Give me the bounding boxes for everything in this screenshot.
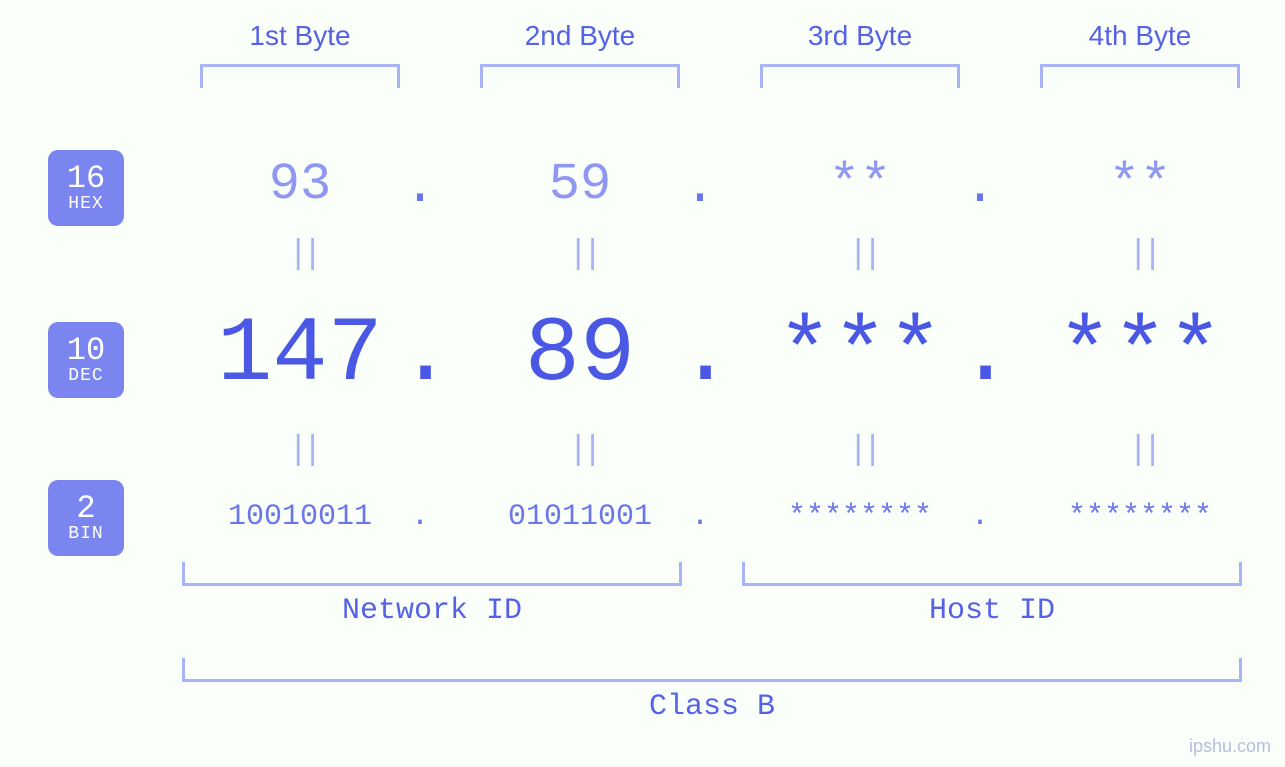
dec-byte-3: *** bbox=[730, 302, 990, 407]
label-host-id: Host ID bbox=[742, 594, 1242, 628]
hex-byte-4: ** bbox=[1040, 155, 1240, 214]
label-network-id: Network ID bbox=[182, 594, 682, 628]
bin-byte-3: ******** bbox=[730, 500, 990, 534]
byte-header-2: 2nd Byte bbox=[490, 20, 670, 52]
top-bracket-2 bbox=[480, 64, 680, 88]
byte-header-3: 3rd Byte bbox=[770, 20, 950, 52]
bin-byte-1: 10010011 bbox=[170, 500, 430, 534]
badge-num: 2 bbox=[76, 492, 95, 526]
bin-byte-4: ******** bbox=[1010, 500, 1270, 534]
eq-icon: || bbox=[848, 236, 877, 274]
dec-byte-1: 147 bbox=[170, 302, 430, 407]
label-class: Class B bbox=[182, 690, 1242, 724]
badge-lbl: DEC bbox=[68, 367, 103, 386]
dec-byte-2: 89 bbox=[450, 302, 710, 407]
bin-dot-3: . bbox=[968, 500, 992, 534]
top-bracket-4 bbox=[1040, 64, 1240, 88]
bin-dot-1: . bbox=[408, 500, 432, 534]
eq-icon: || bbox=[288, 236, 317, 274]
badge-lbl: HEX bbox=[68, 195, 103, 214]
eq-icon: || bbox=[1128, 432, 1157, 470]
dec-byte-4: *** bbox=[1010, 302, 1270, 407]
bin-dot-2: . bbox=[688, 500, 712, 534]
bin-byte-2: 01011001 bbox=[450, 500, 710, 534]
badge-num: 10 bbox=[67, 334, 105, 368]
bracket-class bbox=[182, 658, 1242, 682]
hex-dot-2: . bbox=[680, 158, 720, 217]
bracket-network bbox=[182, 562, 682, 586]
badge-num: 16 bbox=[67, 162, 105, 196]
hex-byte-3: ** bbox=[760, 155, 960, 214]
eq-icon: || bbox=[568, 432, 597, 470]
eq-icon: || bbox=[1128, 236, 1157, 274]
hex-dot-1: . bbox=[400, 158, 440, 217]
base-badge-bin: 2 BIN bbox=[48, 480, 124, 556]
dec-dot-2: . bbox=[678, 302, 722, 407]
watermark: ipshu.com bbox=[1189, 736, 1271, 757]
eq-icon: || bbox=[848, 432, 877, 470]
base-badge-dec: 10 DEC bbox=[48, 322, 124, 398]
top-bracket-1 bbox=[200, 64, 400, 88]
dec-dot-1: . bbox=[398, 302, 442, 407]
top-bracket-3 bbox=[760, 64, 960, 88]
base-badge-hex: 16 HEX bbox=[48, 150, 124, 226]
byte-header-1: 1st Byte bbox=[210, 20, 390, 52]
eq-icon: || bbox=[288, 432, 317, 470]
byte-header-4: 4th Byte bbox=[1050, 20, 1230, 52]
hex-dot-3: . bbox=[960, 158, 1000, 217]
hex-byte-1: 93 bbox=[200, 155, 400, 214]
eq-icon: || bbox=[568, 236, 597, 274]
hex-byte-2: 59 bbox=[480, 155, 680, 214]
dec-dot-3: . bbox=[958, 302, 1002, 407]
bracket-host bbox=[742, 562, 1242, 586]
badge-lbl: BIN bbox=[68, 525, 103, 544]
